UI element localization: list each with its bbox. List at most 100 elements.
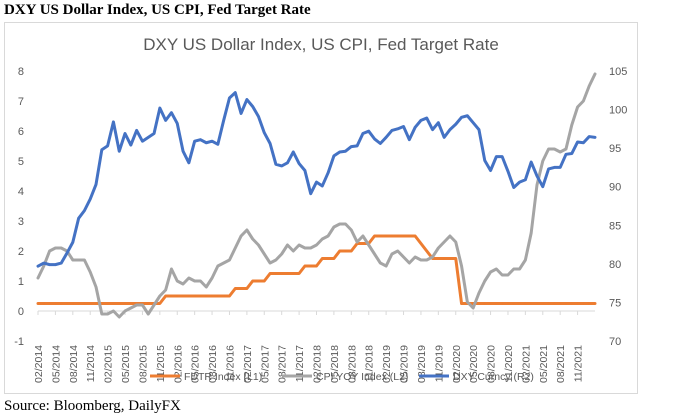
data-point [559,302,562,305]
data-point [100,302,103,305]
data-point [292,151,295,153]
data-point [158,107,161,109]
legend-label: CPI YOY Index (L2) [316,371,408,383]
data-point [304,169,306,172]
x-tick-label: 05/2019 [399,345,411,383]
data-point [576,302,579,305]
data-point [338,250,341,252]
series-1-group [36,234,597,305]
data-point [66,252,68,254]
data-point [222,295,225,297]
data-point [483,302,486,305]
data-point [315,181,318,183]
data-point [83,302,86,305]
x-tick-label: 02/2017 [242,345,254,383]
data-point [547,302,550,305]
data-point [541,185,544,188]
y-left-tick-label: 8 [18,66,24,78]
series-line [36,91,597,268]
data-point [124,302,126,305]
y-left-tick-label: 5 [18,156,24,168]
data-point [576,141,579,143]
data-point [182,150,184,153]
data-point [582,100,585,102]
data-point [205,141,208,144]
data-point [443,257,446,260]
data-point [245,229,248,231]
data-point [362,242,364,245]
data-point [274,163,277,166]
data-point [518,268,521,270]
data-point [193,140,196,143]
x-tick-label: 05/2017 [259,345,271,383]
data-point [228,295,231,297]
data-point [449,257,451,260]
data-point [60,302,63,305]
data-point [391,235,393,237]
data-point [240,287,242,290]
data-point [304,247,306,249]
data-point [321,185,324,187]
data-point [344,223,347,225]
data-point [396,235,399,237]
data-point [420,119,422,122]
data-point [385,136,388,139]
data-point [309,192,312,195]
data-point [89,302,92,305]
data-point [240,112,242,115]
data-point [333,154,335,157]
data-point [77,217,80,220]
x-tick-label: 11/2020 [503,345,515,382]
data-point [466,301,469,303]
data-point [298,272,300,275]
data-point [100,148,103,151]
data-point [379,142,382,145]
data-point [263,280,266,282]
data-point [524,259,527,261]
data-point [414,256,417,258]
data-point [269,142,271,145]
data-point [199,280,202,282]
data-point [228,97,231,99]
data-point [367,244,370,246]
y-right-tick-label: 105 [609,66,627,78]
x-tick-label: 02/2021 [520,345,532,383]
data-point [576,106,579,108]
data-point [472,307,475,309]
data-point [182,295,184,297]
data-point [118,316,121,318]
x-tick-label: 08/2016 [207,345,219,383]
data-point [402,235,405,237]
x-tick-label: 08/2015 [137,345,149,383]
data-point [553,302,556,305]
data-point [495,155,498,158]
data-point [333,226,335,228]
data-point [37,302,39,305]
data-point [54,302,57,305]
data-point [530,161,533,163]
data-point [193,295,196,297]
data-point [112,121,115,123]
data-point [187,295,190,297]
data-point [286,272,289,275]
data-point [414,235,417,237]
axes: -1 0 1 2 3 4 5 6 7 8 70 75 80 85 90 95 100 105 02/2014 05/2… [14,66,627,383]
data-point [379,235,382,237]
data-point [344,250,347,252]
data-point [420,259,422,261]
data-point [559,151,562,153]
data-point [292,272,295,275]
data-point [304,265,306,267]
x-tick-label: 11/2019 [433,345,445,382]
data-point [112,310,115,312]
data-point [257,280,260,282]
data-point [71,241,74,244]
data-point [182,283,184,285]
data-point [77,302,80,305]
data-point [553,148,556,150]
data-point [95,302,97,305]
data-point [425,117,428,119]
data-point [321,238,324,240]
line-chart: DXY US Dollar Index, US CPI, Fed Target … [14,35,627,383]
data-point [385,265,388,267]
